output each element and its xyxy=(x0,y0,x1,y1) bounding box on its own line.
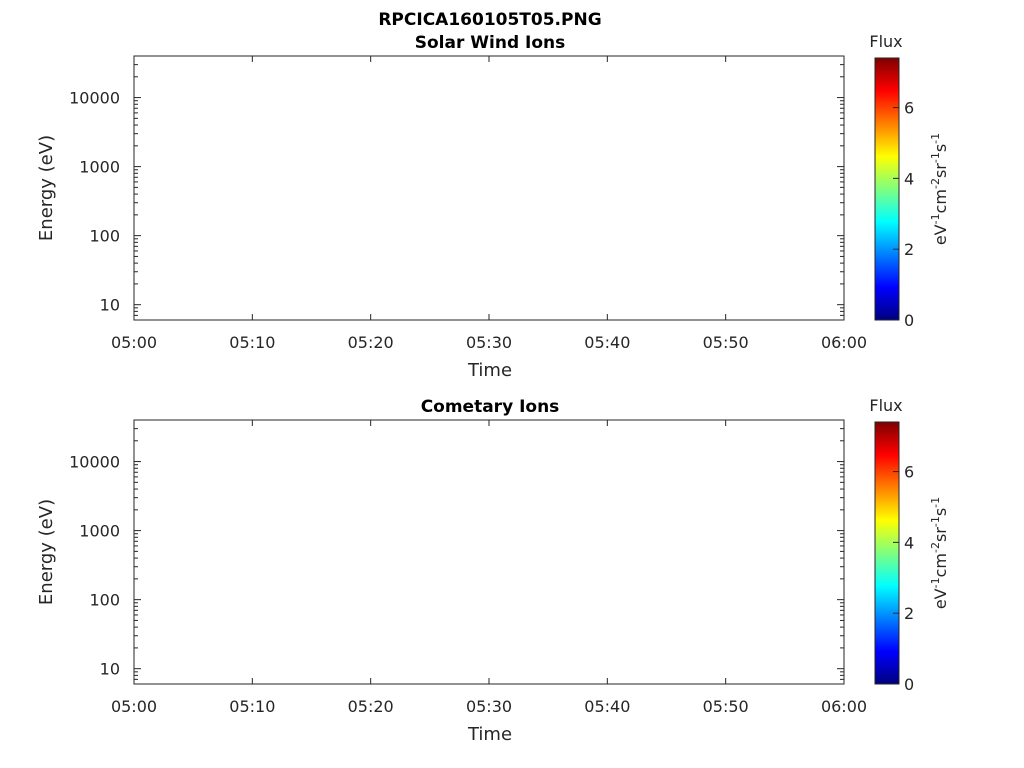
x-tick-label: 05:50 xyxy=(703,333,749,352)
colorbar-unit-solar-wind: eV-1cm-2sr-1s-1 xyxy=(929,133,950,245)
colorbar-gradient-cometary xyxy=(874,421,900,685)
colorbar-tick-label: 6 xyxy=(904,99,914,118)
panel-title-solar-wind: Solar Wind Ions xyxy=(415,33,566,53)
x-tick-label: 05:30 xyxy=(466,697,512,716)
panel-title-cometary: Cometary Ions xyxy=(421,397,560,417)
x-tick-label: 05:10 xyxy=(229,697,275,716)
x-axis-solar-wind: 05:00 05:10 05:20 05:30 05:40 05:50 06:00 xyxy=(111,56,867,352)
y-axis-cometary: 10 100 1000 10000 xyxy=(69,419,844,685)
x-tick-label: 05:20 xyxy=(348,333,394,352)
colorbar-unit-cometary: eV-1cm-2sr-1s-1 xyxy=(929,497,950,609)
y-tick-label: 10 xyxy=(100,296,120,315)
y-tick-label: 1000 xyxy=(79,522,120,541)
y-tick-label: 10 xyxy=(100,660,120,679)
plot-frame-solar-wind xyxy=(133,55,845,321)
colorbar-tick-label: 0 xyxy=(904,311,914,330)
x-tick-label: 05:10 xyxy=(229,333,275,352)
y-tick-label: 1000 xyxy=(79,158,120,177)
colorbar-title-solar-wind: Flux xyxy=(869,32,902,51)
y-axis-solar-wind: 10 100 1000 10000 xyxy=(69,55,844,321)
x-tick-label: 05:40 xyxy=(584,697,630,716)
y-tick-label: 10000 xyxy=(69,453,120,472)
y-tick-label: 100 xyxy=(89,591,120,610)
x-tick-label: 06:00 xyxy=(821,697,867,716)
y-tick-label: 10000 xyxy=(69,89,120,108)
x-axis-cometary: 05:00 05:10 05:20 05:30 05:40 05:50 06:00 xyxy=(111,420,867,716)
colorbar-title-cometary: Flux xyxy=(869,396,902,415)
x-tick-label: 05:20 xyxy=(348,697,394,716)
panel-solar-wind-ions: Solar Wind Ions 05:00 05:10 05:20 05:30 05:4… xyxy=(36,32,950,381)
x-tick-label: 05:30 xyxy=(466,333,512,352)
colorbar-gradient-solar-wind xyxy=(874,57,900,321)
figure-title: RPCICA160105T05.PNG xyxy=(378,10,601,30)
colorbar-tick-label: 0 xyxy=(904,675,914,694)
x-tick-label: 05:00 xyxy=(111,333,157,352)
x-tick-label: 05:00 xyxy=(111,697,157,716)
colorbar-tick-label: 2 xyxy=(904,604,914,623)
colorbar-solar-wind: Flux 0 2 4 6 eV-1cm-2sr-1s-1 xyxy=(869,32,950,330)
x-axis-label-solar-wind: Time xyxy=(467,360,512,381)
plot-frame-cometary xyxy=(133,419,845,685)
colorbar-tick-label: 6 xyxy=(904,463,914,482)
y-tick-label: 100 xyxy=(89,227,120,246)
colorbar-cometary: Flux 0 2 4 6 eV-1cm-2sr-1s-1 xyxy=(869,396,950,694)
panel-cometary-ions: Cometary Ions 05:00 05:10 05:20 05:30 05:40 0… xyxy=(36,396,950,745)
colorbar-ticks-solar-wind: 0 2 4 6 xyxy=(893,99,914,330)
colorbar-tick-label: 4 xyxy=(904,533,914,552)
colorbar-tick-label: 2 xyxy=(904,240,914,259)
colorbar-ticks-cometary: 0 2 4 6 xyxy=(893,463,914,694)
y-axis-label-cometary: Energy (eV) xyxy=(36,499,57,605)
x-tick-label: 05:40 xyxy=(584,333,630,352)
y-axis-label-solar-wind: Energy (eV) xyxy=(36,135,57,241)
colorbar-tick-label: 4 xyxy=(904,169,914,188)
x-tick-label: 06:00 xyxy=(821,333,867,352)
x-axis-label-cometary: Time xyxy=(467,724,512,745)
x-tick-label: 05:50 xyxy=(703,697,749,716)
